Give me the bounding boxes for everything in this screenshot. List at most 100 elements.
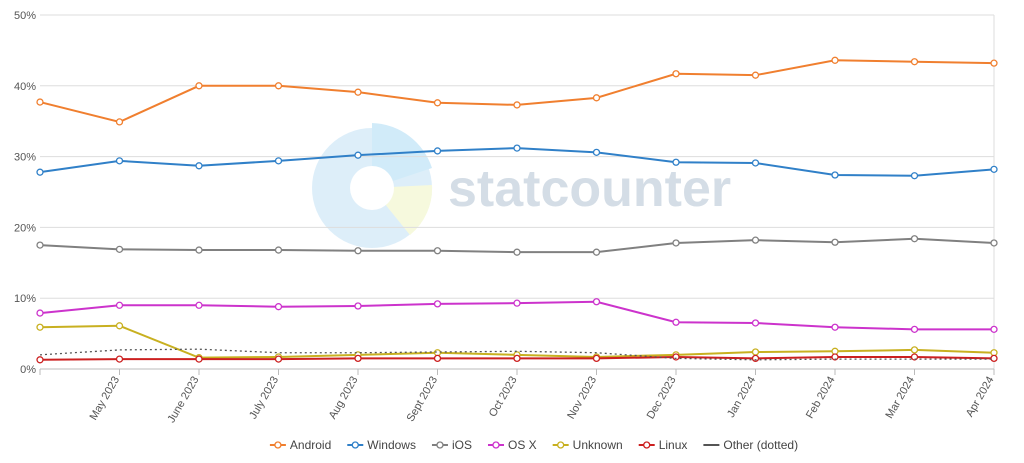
data-point <box>36 241 44 249</box>
data-point <box>354 354 362 363</box>
legend-marker <box>492 441 500 449</box>
data-point <box>592 148 601 157</box>
data-point <box>751 236 760 244</box>
data-point <box>672 353 680 361</box>
data-point <box>274 82 283 90</box>
legend-item[interactable]: OS X <box>487 438 537 452</box>
legend: Android Windows iOS OS X Unknown Linux Other (… <box>269 438 798 452</box>
data-point <box>513 144 521 152</box>
data-point <box>672 158 680 166</box>
data-point <box>990 59 998 67</box>
legend-item[interactable]: iOS <box>431 438 472 452</box>
data-point <box>990 239 998 247</box>
data-point <box>592 248 601 256</box>
data-point <box>831 56 839 64</box>
data-point <box>433 300 442 308</box>
data-point <box>513 299 521 307</box>
data-point <box>910 325 919 334</box>
legend-marker <box>557 441 565 449</box>
legend-marker <box>351 441 359 449</box>
x-tick-label: Nov 2023 <box>565 375 599 422</box>
data-point <box>195 82 203 90</box>
data-point <box>751 348 760 356</box>
legend-item[interactable]: Other (dotted) <box>703 438 798 452</box>
x-tick-label: Dec 2023 <box>645 375 679 422</box>
data-point <box>354 302 362 310</box>
y-tick-label: 10% <box>14 293 36 305</box>
x-tick-label: Apr 2024 <box>964 375 997 420</box>
data-point <box>592 354 601 363</box>
data-point <box>274 355 283 363</box>
x-tick-label: June 2023 <box>166 375 202 426</box>
y-tick-label: 30% <box>14 152 36 164</box>
data-point <box>195 355 203 363</box>
data-point <box>433 247 442 255</box>
data-point <box>195 246 203 254</box>
data-point <box>115 355 124 363</box>
data-point <box>115 245 124 253</box>
data-point <box>672 70 680 78</box>
legend-item[interactable]: Linux <box>638 438 688 452</box>
data-point <box>910 58 919 66</box>
data-point <box>36 323 44 331</box>
legend-label: Other (dotted) <box>723 438 798 452</box>
data-point <box>990 165 998 173</box>
watermark: statcounter <box>448 160 731 218</box>
data-point <box>274 157 283 165</box>
data-point <box>513 101 521 109</box>
legend-label: Windows <box>367 438 416 452</box>
y-tick-label: 0% <box>20 364 36 376</box>
y-tick-label: 20% <box>14 222 36 234</box>
data-point <box>672 318 680 326</box>
data-point <box>910 172 919 180</box>
data-point <box>274 303 283 311</box>
x-tick-label: Oct 2023 <box>487 375 520 420</box>
legend-item[interactable]: Unknown <box>552 438 623 452</box>
x-tick-label: Feb 2024 <box>804 375 838 421</box>
legend-item[interactable]: Windows <box>347 438 416 452</box>
x-tick-label: Mar 2024 <box>883 375 917 421</box>
legend-label: Linux <box>659 438 688 452</box>
x-tick-label: Aug 2023 <box>327 375 361 422</box>
watermark-logo <box>312 123 433 248</box>
data-point <box>115 118 124 126</box>
series-line <box>39 59 995 123</box>
data-point <box>433 354 442 363</box>
data-point <box>513 248 521 256</box>
series-line <box>39 348 994 361</box>
legend-item[interactable]: Android <box>269 438 331 452</box>
data-point <box>831 323 839 331</box>
data-point <box>910 346 919 354</box>
data-point <box>36 356 44 364</box>
data-point <box>354 151 362 159</box>
data-point <box>751 159 760 167</box>
legend-marker <box>274 441 282 449</box>
data-point <box>751 71 760 79</box>
y-tick-label: 40% <box>14 81 36 93</box>
legend-label: Unknown <box>573 438 623 452</box>
legend-marker <box>436 441 444 449</box>
data-point <box>672 239 680 247</box>
data-point <box>910 235 919 243</box>
x-tick-label: Sept 2023 <box>405 375 440 424</box>
legend-marker <box>643 441 651 449</box>
data-point <box>433 99 442 107</box>
data-point <box>354 247 362 255</box>
data-point <box>592 298 601 306</box>
x-tick-label: Jan 2024 <box>725 375 758 420</box>
data-point <box>910 353 919 361</box>
data-point <box>195 301 203 309</box>
legend-label: OS X <box>508 438 537 452</box>
data-point <box>36 168 44 176</box>
data-point <box>115 157 124 165</box>
data-point <box>831 238 839 246</box>
legend-label: Android <box>290 438 331 452</box>
data-point <box>274 246 283 254</box>
data-point <box>115 322 124 330</box>
data-point <box>990 354 998 363</box>
data-point <box>36 309 44 317</box>
legend-label: iOS <box>452 438 472 452</box>
data-point <box>831 171 839 179</box>
data-point <box>592 94 601 102</box>
